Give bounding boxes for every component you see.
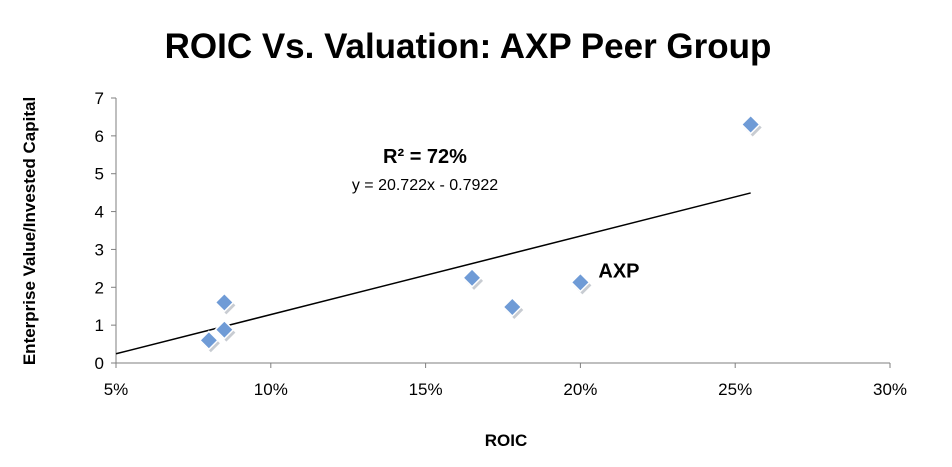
- y-tick-label: 7: [95, 89, 104, 108]
- data-point: [502, 296, 523, 318]
- x-axis-label: ROIC: [485, 431, 528, 450]
- data-point: [214, 319, 235, 340]
- x-tick-label: 15%: [409, 380, 443, 399]
- annotations: AXP: [598, 260, 639, 282]
- data-point: [198, 330, 219, 351]
- x-axis-ticks: 5% 10% 15% 20% 25% 30%: [104, 363, 907, 399]
- plot-axes: [115, 98, 890, 364]
- chart-title: ROIC Vs. Valuation: AXP Peer Group: [165, 27, 772, 66]
- y-tick-label: 0: [95, 354, 104, 373]
- trendline-group: [115, 192, 751, 355]
- y-tick-label: 6: [95, 127, 104, 146]
- data-point: [214, 292, 235, 313]
- data-point: [740, 114, 761, 135]
- y-axis-label: Enterprise Value/Invested Capital: [20, 97, 39, 365]
- x-tick-label: 20%: [563, 380, 597, 399]
- point-annotation: AXP: [598, 260, 639, 282]
- trendline-equation: y = 20.722x - 0.7922: [352, 177, 498, 194]
- x-tick-label: 30%: [873, 380, 907, 399]
- data-point: [461, 267, 483, 288]
- y-tick-label: 2: [95, 278, 104, 297]
- y-tick-label: 4: [95, 203, 104, 222]
- x-tick-label: 25%: [718, 380, 752, 399]
- y-tick-label: 1: [95, 316, 104, 335]
- data-point: [570, 272, 591, 293]
- y-tick-label: 5: [95, 165, 104, 184]
- r-squared-label: R² = 72%: [383, 146, 467, 168]
- y-axis-ticks: 0 1 2 3 4 5 6 7: [95, 89, 116, 373]
- y-tick-label: 3: [95, 240, 104, 259]
- x-tick-label: 10%: [254, 380, 288, 399]
- data-points: [198, 114, 762, 353]
- trendline: [115, 192, 751, 355]
- x-tick-label: 5%: [104, 380, 129, 399]
